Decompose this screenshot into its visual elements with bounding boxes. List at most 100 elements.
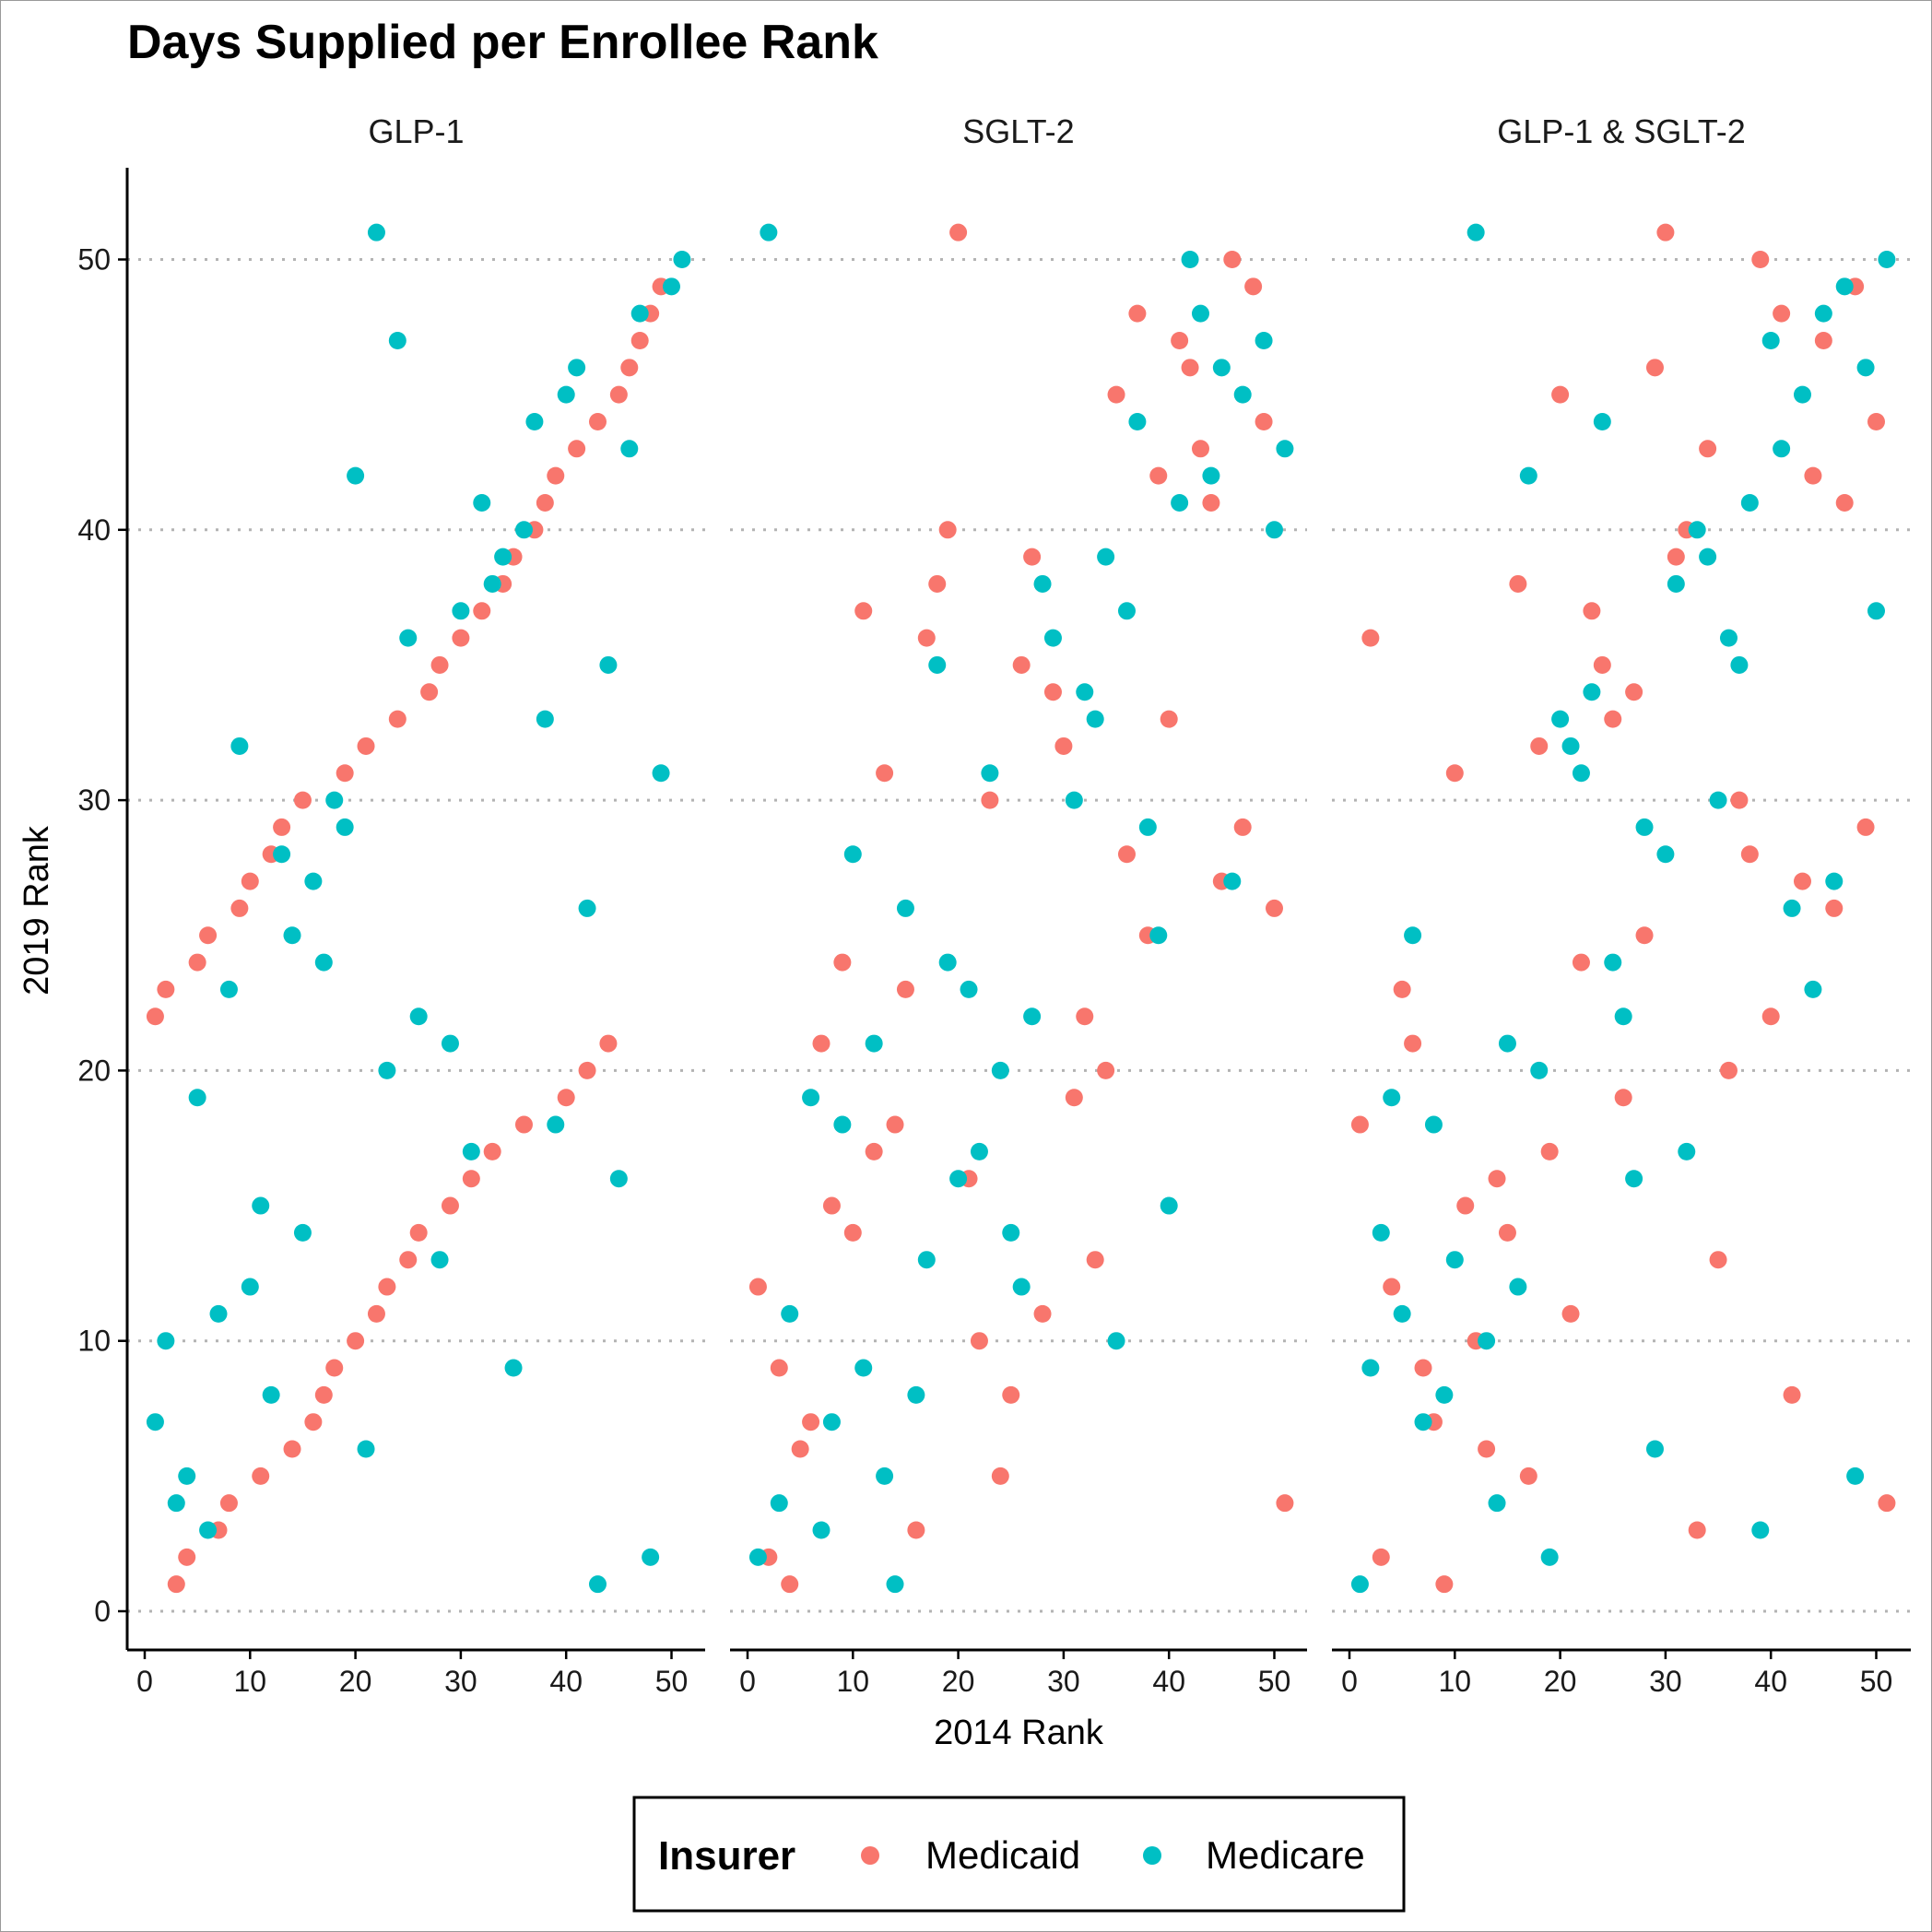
point-medicare — [1117, 602, 1136, 620]
panels-group: GLP-1 0 10 20 30 40 50 0 10 20 30 40 50 SGLT-2 0 10 20 30… — [77, 112, 1911, 1698]
chart-title: Days Supplied per Enrollee Rank — [127, 16, 878, 69]
point-medicaid — [473, 602, 491, 620]
point-medicaid — [1255, 412, 1273, 430]
point-medicaid — [1181, 359, 1199, 377]
point-medicaid — [430, 655, 449, 674]
point-medicare — [812, 1521, 831, 1539]
point-medicare — [1867, 602, 1885, 620]
point-medicaid — [547, 466, 565, 485]
point-medicaid — [1635, 926, 1654, 945]
x-tick-label: 50 — [1860, 1665, 1893, 1698]
point-medicare — [452, 602, 470, 620]
point-medicare — [760, 223, 778, 242]
panel-title-sglt-2: SGLT-2 — [962, 112, 1074, 150]
point-medicaid — [781, 1575, 799, 1594]
point-medicare — [557, 385, 575, 404]
panel-glp-1: GLP-1 0 10 20 30 40 50 0 10 20 30 40 50 — [77, 112, 705, 1698]
series-medicaid-glp-1 — [146, 277, 670, 1594]
point-medicaid — [748, 1278, 767, 1296]
point-medicare — [473, 493, 491, 512]
point-medicare — [1878, 251, 1896, 268]
x-tick-label: 40 — [1754, 1665, 1787, 1698]
point-medicaid — [199, 926, 218, 945]
point-medicaid — [1456, 1196, 1475, 1215]
point-medicare — [1191, 304, 1209, 323]
point-medicare — [325, 791, 344, 809]
point-medicaid — [588, 412, 607, 430]
point-medicare — [504, 1359, 523, 1377]
x-tick-label: 10 — [1439, 1665, 1472, 1698]
point-medicare — [1561, 736, 1580, 755]
x-tick-label: 20 — [1544, 1665, 1577, 1698]
point-medicaid — [865, 1142, 883, 1160]
point-medicaid — [1561, 1304, 1580, 1323]
legend-box — [632, 1796, 1406, 1913]
point-medicare — [1540, 1548, 1559, 1566]
point-medicare — [949, 1170, 968, 1188]
point-medicare — [1138, 818, 1157, 836]
point-medicare — [536, 710, 554, 728]
point-medicaid — [1023, 548, 1042, 566]
point-medicare — [219, 980, 238, 998]
point-medicare — [1086, 710, 1104, 728]
point-medicare — [833, 1115, 852, 1134]
point-medicaid — [1878, 1494, 1896, 1513]
point-medicare — [367, 223, 385, 242]
point-medicaid — [1867, 412, 1885, 430]
point-medicare — [907, 1385, 925, 1404]
point-medicaid — [1699, 440, 1717, 458]
point-medicaid — [452, 629, 470, 647]
point-medicaid — [1350, 1115, 1369, 1134]
point-medicaid — [928, 574, 947, 593]
point-medicare — [886, 1575, 904, 1594]
point-medicare — [1730, 655, 1749, 674]
point-medicare — [1202, 466, 1220, 485]
point-medicare — [1478, 1332, 1496, 1350]
point-medicaid — [462, 1170, 480, 1188]
point-medicare — [630, 304, 649, 323]
point-medicaid — [1519, 1467, 1537, 1485]
point-medicare — [1719, 629, 1738, 647]
point-medicaid — [1266, 899, 1283, 917]
point-medicare — [1740, 493, 1759, 512]
point-medicaid — [273, 818, 291, 836]
point-medicare — [843, 845, 862, 864]
point-medicare — [1012, 1278, 1031, 1296]
point-medicaid — [812, 1034, 831, 1053]
point-medicare — [525, 412, 544, 430]
x-tick-label: 40 — [549, 1665, 583, 1698]
legend-title: Insurer — [658, 1833, 795, 1879]
point-medicare — [802, 1089, 820, 1107]
point-medicare — [1233, 385, 1252, 404]
point-medicaid — [399, 1251, 418, 1269]
point-medicare — [1593, 412, 1611, 430]
point-medicaid — [1233, 818, 1252, 836]
point-medicaid — [409, 1223, 428, 1242]
point-medicare — [273, 845, 291, 864]
panel-sglt-2: SGLT-2 0 10 20 30 40 50 — [730, 112, 1307, 1698]
point-medicare — [230, 736, 249, 755]
y-tick-label: 20 — [77, 1054, 111, 1087]
point-medicaid — [1128, 304, 1147, 323]
point-medicaid — [1740, 845, 1759, 864]
point-medicaid — [241, 872, 259, 890]
x-tick-label: 0 — [1341, 1665, 1358, 1698]
x-tick-label: 30 — [1649, 1665, 1682, 1698]
point-medicaid — [219, 1494, 238, 1513]
point-medicare — [1467, 223, 1485, 242]
point-medicaid — [1414, 1359, 1432, 1377]
point-medicaid — [483, 1142, 501, 1160]
point-medicaid — [1551, 385, 1570, 404]
point-medicare — [1572, 764, 1590, 783]
point-medicare — [483, 574, 501, 593]
point-medicare — [599, 655, 618, 674]
point-medicaid — [1540, 1142, 1559, 1160]
point-medicare — [568, 359, 586, 377]
point-medicaid — [1751, 251, 1770, 268]
point-medicare — [1761, 331, 1780, 349]
point-medicare — [1372, 1223, 1390, 1242]
x-tick-label: 30 — [1047, 1665, 1080, 1698]
point-medicare — [167, 1494, 185, 1513]
point-medicare — [462, 1142, 480, 1160]
